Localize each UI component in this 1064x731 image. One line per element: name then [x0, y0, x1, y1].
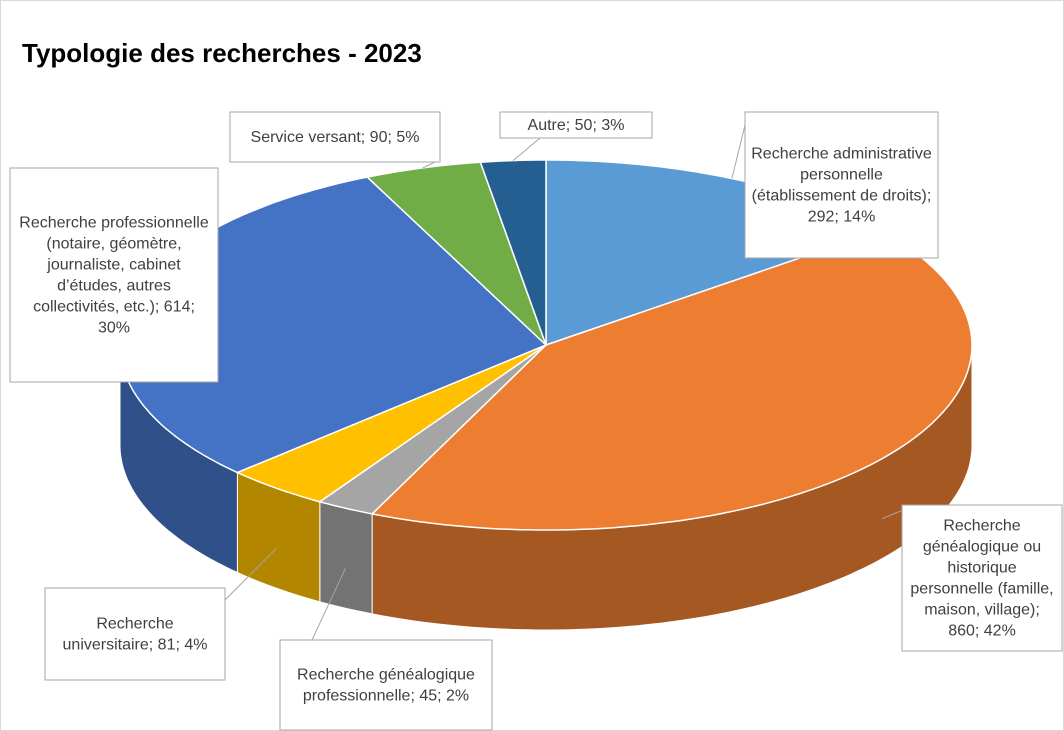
data-label: Recherche généalogique ou historique person…: [910, 518, 1053, 640]
data-label-line: universitaire; 81; 4%: [63, 637, 208, 654]
data-label: Recherche professionnelle (notaire, géomè…: [19, 215, 209, 337]
leader-line: [731, 124, 746, 179]
data-label: Recherche généalogique professionnelle; 4…: [297, 667, 475, 705]
data-label-line: journaliste, cabinet: [46, 257, 181, 274]
data-label-line: historique: [947, 560, 1016, 577]
data-label-line: d’études, autres: [57, 278, 171, 295]
data-label-line: personnelle (famille,: [910, 581, 1053, 598]
data-label-line: 292; 14%: [808, 209, 876, 226]
data-label-line: 30%: [98, 320, 130, 337]
label-box: [279, 639, 493, 731]
label-box: [229, 111, 441, 163]
slice-side: [319, 501, 373, 615]
data-label-line: Autre; 50; 3%: [528, 117, 625, 134]
label-box: [9, 167, 219, 383]
data-label-line: maison, village);: [924, 602, 1040, 619]
data-label: Autre; 50; 3%: [528, 117, 625, 134]
data-label-line: Service versant; 90; 5%: [251, 129, 420, 146]
label-box: [499, 111, 653, 139]
leader-line: [422, 161, 436, 169]
slice: [370, 229, 973, 531]
data-label-line: (établissement de droits);: [752, 188, 932, 205]
data-label-line: 860; 42%: [948, 623, 1016, 640]
data-label-line: Recherche: [96, 616, 173, 633]
leader-line: [512, 137, 541, 161]
data-label: Recherche administrative personnelle (étab…: [751, 146, 932, 226]
data-label-line: Recherche administrative: [751, 146, 932, 163]
chart-title: Typologie des recherches - 2023: [22, 38, 422, 68]
data-label: Service versant; 90; 5%: [251, 129, 420, 146]
slice: [318, 344, 547, 515]
data-label-line: professionnelle; 45; 2%: [303, 688, 469, 705]
data-label-line: Recherche professionnelle: [19, 215, 209, 232]
data-label-line: Recherche: [943, 518, 1020, 535]
data-label-line: collectivités, etc.); 614;: [33, 299, 195, 316]
data-label: Recherche universitaire; 81; 4%: [63, 616, 208, 654]
label-box: [44, 587, 226, 681]
leader-line: [224, 547, 277, 601]
data-label-line: Recherche généalogique: [297, 667, 475, 684]
data-label-line: personnelle: [800, 167, 883, 184]
data-label-line: (notaire, géomètre,: [46, 236, 181, 253]
leader-line: [311, 567, 346, 641]
label-box: [901, 504, 1063, 652]
data-label-line: généalogique ou: [923, 539, 1041, 556]
slice: [235, 344, 547, 503]
label-box: [744, 111, 939, 259]
